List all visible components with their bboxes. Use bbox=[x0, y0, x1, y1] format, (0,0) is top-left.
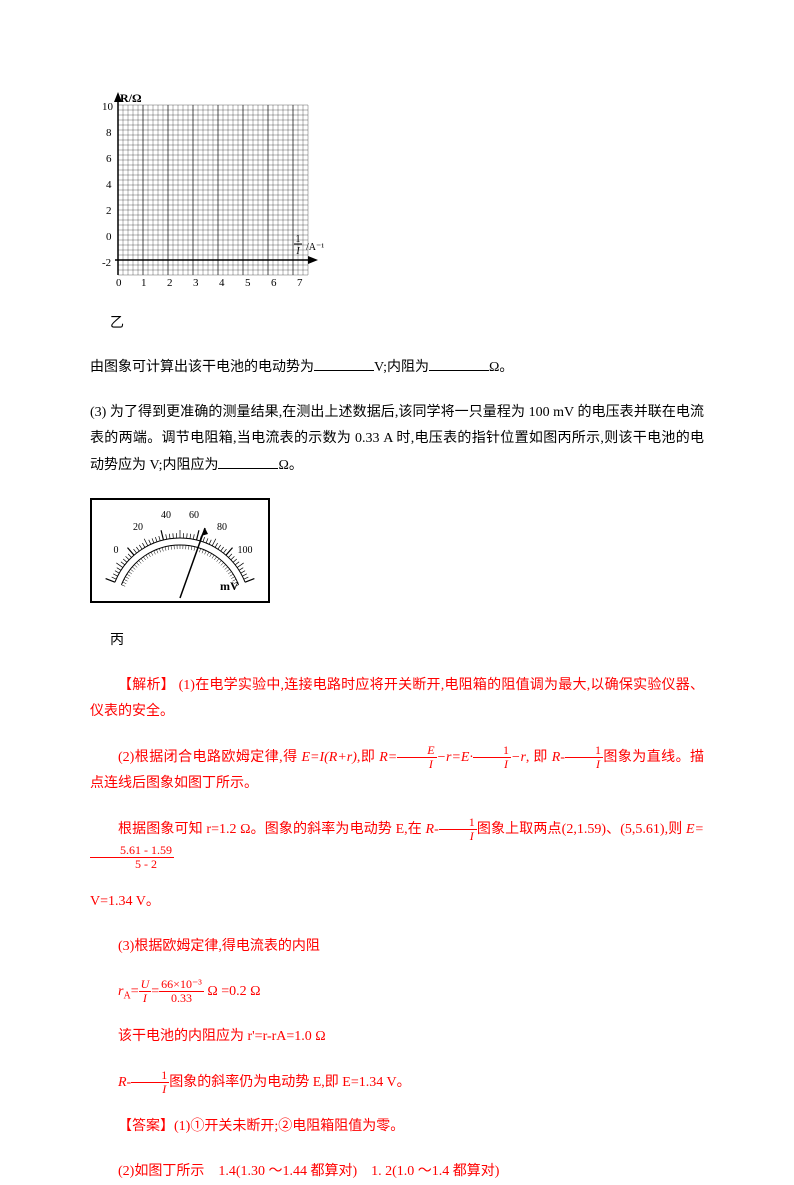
fn-e: E bbox=[397, 744, 436, 758]
s6f1n: U bbox=[139, 978, 152, 992]
fd-i4: I bbox=[439, 830, 477, 843]
f-rd: R- bbox=[552, 750, 565, 765]
svg-text:8: 8 bbox=[106, 127, 112, 139]
voltmeter: 0 20 40 60 80 100 mV bbox=[90, 498, 270, 603]
graph-grid: R/Ω 10 8 6 4 2 0 -2 0 1 2 3 4 5 6 7 1 I … bbox=[90, 90, 330, 290]
q3-end: Ω。 bbox=[278, 458, 302, 473]
s6f2n: 66×10⁻³ bbox=[159, 978, 204, 992]
solution-label: 【解析】 bbox=[118, 678, 175, 693]
svg-text:0: 0 bbox=[114, 545, 119, 556]
graph-container: R/Ω 10 8 6 4 2 0 -2 0 1 2 3 4 5 6 7 1 I … bbox=[90, 90, 704, 301]
fd-i2: I bbox=[473, 758, 511, 771]
meter-caption: 丙 bbox=[110, 628, 704, 655]
q2-tail-3: Ω。 bbox=[489, 360, 513, 375]
solution-1: 【解析】 (1)在电学实验中,连接电路时应将开关断开,电阻箱的阻值调为最大,以确… bbox=[90, 673, 704, 726]
fd-i3: I bbox=[565, 758, 603, 771]
fn-1d: 1 bbox=[131, 1069, 169, 1083]
svg-text:5: 5 bbox=[245, 277, 251, 289]
y-axis-label: R/Ω bbox=[120, 91, 142, 105]
svg-text:6: 6 bbox=[271, 277, 277, 289]
svg-text:3: 3 bbox=[193, 277, 199, 289]
solution-2: (2)根据闭合电路欧姆定律,得 E=I(R+r),即 R=EI−r=E·1I−r… bbox=[90, 744, 704, 798]
blank-resistance bbox=[429, 357, 489, 371]
s6eq: = bbox=[131, 984, 139, 999]
solution-5: (3)根据欧姆定律,得电流表的内阻 bbox=[90, 934, 704, 961]
answer-1: 【答案】(1)①开关未断开;②电阻箱阻值为零。 bbox=[90, 1114, 704, 1141]
svg-text:60: 60 bbox=[189, 510, 199, 521]
s3fd: 5 - 2 bbox=[90, 858, 174, 871]
solution-s1: (1)在电学实验中,连接电路时应将开关断开,电阻箱的阻值调为最大,以确保实验仪器… bbox=[90, 678, 704, 720]
solution-7: 该干电池的内阻应为 r'=r-rA=1.0 Ω bbox=[90, 1024, 704, 1051]
svg-text:100: 100 bbox=[238, 545, 253, 556]
fn-1: 1 bbox=[473, 744, 511, 758]
solution-4: V=1.34 V。 bbox=[90, 889, 704, 916]
s2a: (2)根据闭合电路欧姆定律,得 bbox=[118, 750, 301, 765]
q3-body: 为了得到更准确的测量结果,在测出上述数据后,该同学将一只量程为 100 mV 的… bbox=[90, 405, 704, 473]
svg-text:6: 6 bbox=[106, 153, 112, 165]
s6f2d: 0.33 bbox=[159, 992, 204, 1005]
s3fn: 5.61 - 1.59 bbox=[90, 844, 174, 858]
solution-6: rA=UI=66×10⁻³0.33 Ω =0.2 Ω bbox=[118, 978, 704, 1006]
s6sub: A bbox=[123, 991, 130, 1002]
s8a: 图象的斜率仍为电动势 E,即 E=1.34 V。 bbox=[169, 1074, 410, 1089]
answer-2: (2)如图丁所示 1.4(1.30 ～1.44 都算对) 1. 2(1.0 ～1… bbox=[90, 1159, 704, 1185]
s6f1d: I bbox=[139, 992, 152, 1005]
svg-text:4: 4 bbox=[219, 277, 225, 289]
blank-internal-r bbox=[218, 455, 278, 469]
s2c: , 即 bbox=[526, 750, 552, 765]
q2-tail-2: V;内阻为 bbox=[374, 360, 429, 375]
s6m: = bbox=[151, 984, 159, 999]
fd-i5: I bbox=[131, 1083, 169, 1096]
blank-emf bbox=[314, 357, 374, 371]
svg-text:2: 2 bbox=[106, 205, 112, 217]
s3b: 图象上取两点(2,1.59)、(5,5.61),则 bbox=[477, 822, 686, 837]
svg-text:0: 0 bbox=[106, 231, 112, 243]
f-r2: −r=E· bbox=[437, 750, 473, 765]
svg-text:7: 7 bbox=[297, 277, 303, 289]
s3a: 根据图象可知 r=1.2 Ω。图象的斜率为电动势 E,在 bbox=[118, 822, 426, 837]
a1: (1)①开关未断开;②电阻箱阻值为零。 bbox=[174, 1119, 404, 1134]
svg-text:80: 80 bbox=[217, 522, 227, 533]
svg-text:0: 0 bbox=[116, 277, 122, 289]
f-r1: R= bbox=[379, 750, 397, 765]
svg-text:2: 2 bbox=[167, 277, 173, 289]
solution-3: 根据图象可知 r=1.2 Ω。图象的斜率为电动势 E,在 R-1I图象上取两点(… bbox=[90, 816, 704, 871]
svg-text:1: 1 bbox=[296, 234, 301, 245]
s6e: Ω =0.2 Ω bbox=[204, 984, 261, 999]
svg-text:-2: -2 bbox=[102, 257, 111, 269]
q3-label: (3) bbox=[90, 405, 106, 420]
svg-text:40: 40 bbox=[161, 510, 171, 521]
formula-eir: E=I(R+r) bbox=[301, 750, 356, 765]
fn-1b: 1 bbox=[565, 744, 603, 758]
svg-text:/A⁻¹: /A⁻¹ bbox=[306, 242, 324, 253]
answer-label: 【答案】 bbox=[118, 1119, 174, 1134]
f-rd3: R- bbox=[118, 1074, 131, 1089]
graph-caption: 乙 bbox=[110, 311, 704, 338]
q3-text: (3) 为了得到更准确的测量结果,在测出上述数据后,该同学将一只量程为 100 … bbox=[90, 400, 704, 480]
f-rd2: R- bbox=[426, 822, 439, 837]
svg-text:10: 10 bbox=[102, 101, 114, 113]
fn-1c: 1 bbox=[439, 816, 477, 830]
q2-tail-1: 由图象可计算出该干电池的电动势为 bbox=[90, 360, 314, 375]
meter-unit: mV bbox=[220, 579, 239, 593]
svg-text:20: 20 bbox=[133, 522, 143, 533]
f-r3: −r bbox=[511, 750, 526, 765]
svg-text:I: I bbox=[295, 246, 300, 257]
q2-tail-text: 由图象可计算出该干电池的电动势为 V;内阻为 Ω。 bbox=[90, 355, 704, 382]
fd-i: I bbox=[397, 758, 436, 771]
solution-8: R-1I图象的斜率仍为电动势 E,即 E=1.34 V。 bbox=[90, 1069, 704, 1097]
svg-text:1: 1 bbox=[141, 277, 147, 289]
meter-container: 0 20 40 60 80 100 mV bbox=[90, 498, 704, 614]
svg-text:4: 4 bbox=[106, 179, 112, 191]
s2b: ,即 bbox=[357, 750, 379, 765]
